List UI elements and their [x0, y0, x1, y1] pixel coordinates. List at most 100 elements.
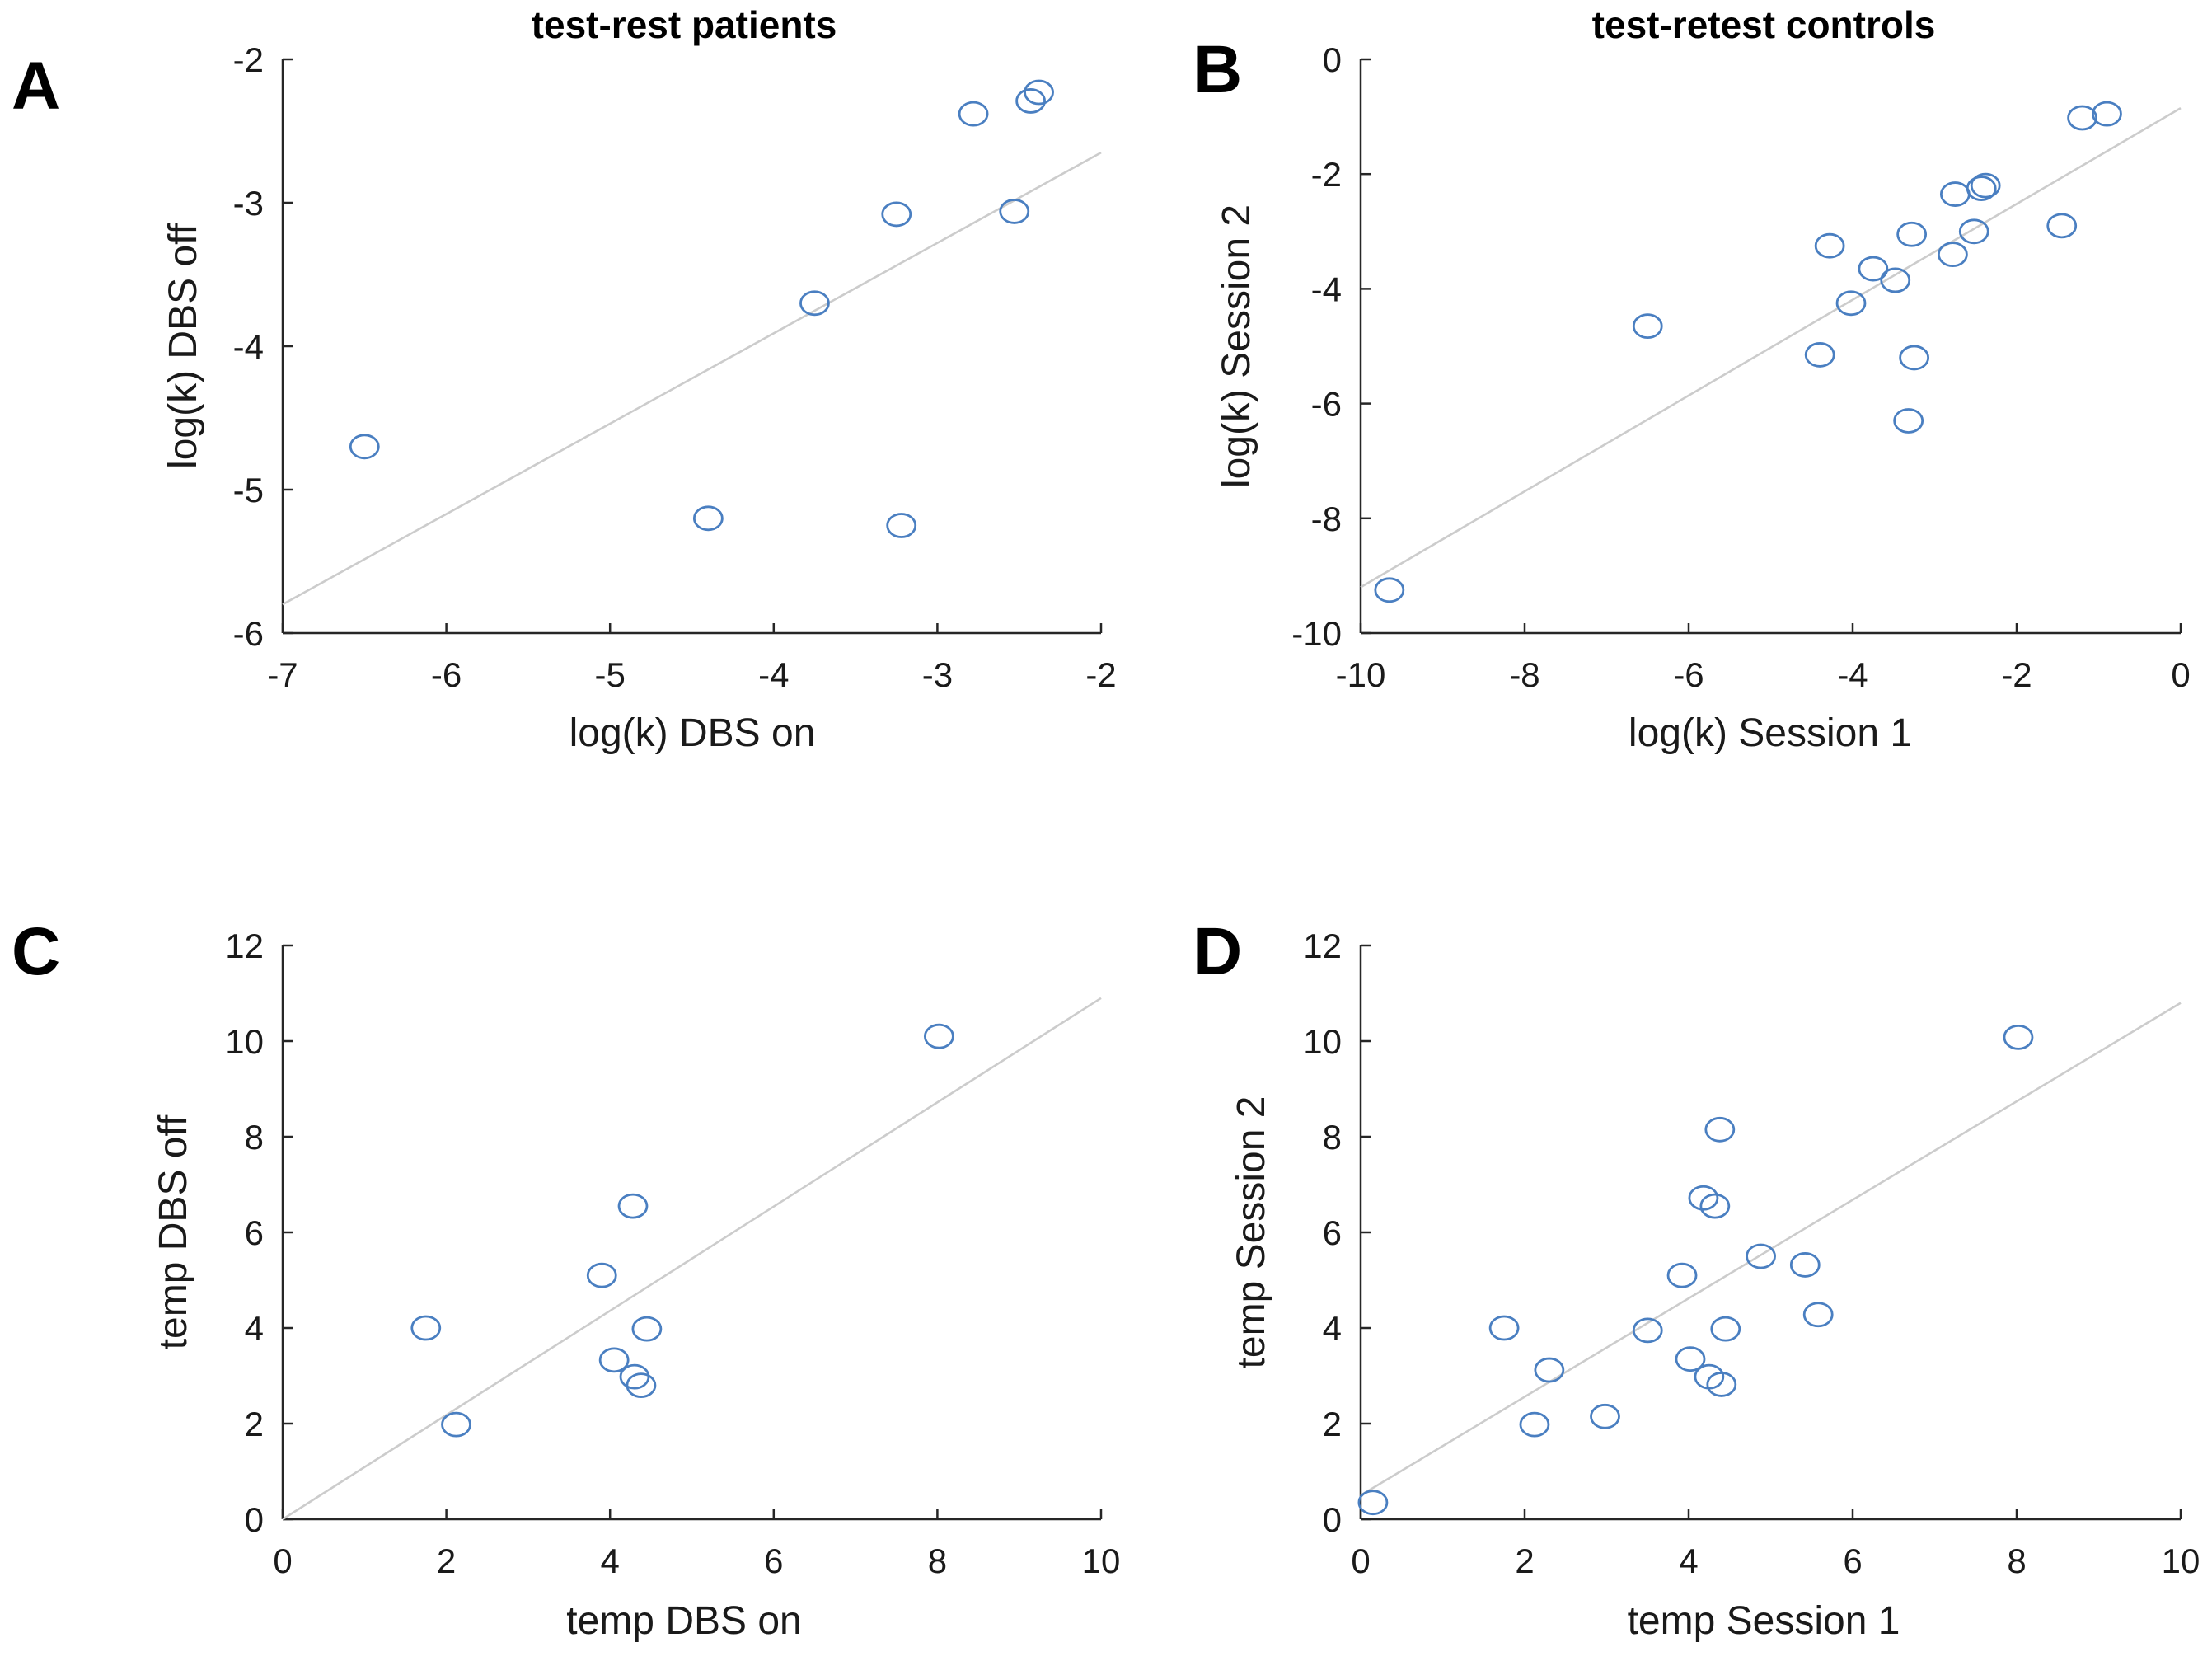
panel-c-x-tick-label: 8 [928, 1541, 947, 1580]
panel-b-points [1374, 101, 2122, 603]
panel-a-y-tick-label: -4 [233, 327, 264, 366]
panel-b-data-point [1880, 267, 1911, 293]
panel-b-y-tick-label: -10 [1291, 614, 1342, 653]
panel-c-fit-line [282, 997, 1102, 1521]
panel-b-data-point [1893, 408, 1924, 434]
panel-b-data-point [2092, 101, 2122, 127]
panel-letter-a: A [12, 49, 60, 124]
panel-c-data-point [923, 1023, 954, 1049]
panel-a: A test-rest patients -7 -6 -5 -4 -3 -2 -… [12, 3, 1117, 755]
panel-b-data-point [1939, 181, 1971, 207]
panel-d-data-point [1590, 1403, 1620, 1429]
panel-c-x-ticks: 0 2 4 6 8 10 [273, 1509, 1120, 1580]
panel-d-data-point [1675, 1346, 1706, 1372]
panel-d-x-tick-label: 2 [1515, 1541, 1534, 1580]
panel-b-y-tick-label: -2 [1311, 155, 1342, 194]
panel-a-x-tick-label: -3 [922, 655, 953, 694]
panel-a-y-tick-label: -5 [233, 471, 264, 509]
panel-a-data-point [999, 199, 1030, 224]
panel-b-data-point [1858, 256, 1889, 282]
panel-letter-c: C [12, 914, 60, 989]
panel-d-x-ticks: 0 2 4 6 8 10 [1351, 1509, 2200, 1580]
panel-c-data-point [441, 1411, 471, 1438]
panel-d-y-tick-label: 8 [1323, 1118, 1342, 1157]
panel-c-data-point [619, 1363, 650, 1390]
panel-c-x-tick-label: 6 [764, 1541, 783, 1580]
panel-b-x-tick-label: -8 [1509, 655, 1539, 694]
panel-a-y-tick-label: -3 [233, 184, 264, 223]
panel-d-x-axis-label: temp Session 1 [1628, 1599, 1900, 1643]
panel-b-data-point [2046, 213, 2078, 239]
panel-c-data-point [410, 1315, 442, 1341]
panel-b-fit-line [1360, 107, 2182, 589]
panel-d-x-tick-label: 4 [1679, 1541, 1698, 1580]
panel-a-x-tick-label: -4 [758, 655, 789, 694]
panel-c-x-tick-label: 4 [601, 1541, 620, 1580]
panel-letter-d: D [1193, 914, 1242, 989]
panel-b-data-point [2067, 105, 2098, 131]
panel-b-data-point [1632, 313, 1663, 340]
panel-a-x-tick-label: -7 [267, 655, 298, 694]
panel-b-data-point [1374, 577, 1405, 603]
panel-a-data-point [692, 505, 724, 532]
panel-b-x-tick-label: -4 [1837, 655, 1868, 694]
panel-b-x-tick-label: -10 [1336, 655, 1386, 694]
panel-b-x-tick-label: -2 [2001, 655, 2032, 694]
panel-b-x-tick-label: 0 [2171, 655, 2190, 694]
panel-a-y-ticks: -6 -5 -4 -3 -2 [233, 40, 293, 653]
panel-d-y-tick-label: 6 [1323, 1213, 1342, 1252]
panel-a-data-point [1024, 79, 1054, 106]
panel-a-y-tick-label: -6 [233, 614, 264, 653]
panel-b-data-point [1966, 176, 1997, 202]
panel-c-x-tick-label: 2 [437, 1541, 456, 1580]
panel-a-x-axis-label: log(k) DBS on [569, 711, 816, 755]
panel-c-points [410, 1023, 954, 1438]
panel-c-y-tick-label: 0 [245, 1500, 264, 1539]
panel-b-y-tick-label: 0 [1323, 40, 1342, 79]
panel-a-x-tick-label: -5 [595, 655, 626, 694]
panel-a-fit-line [282, 151, 1102, 606]
panel-d-y-ticks: 0 2 4 6 8 10 12 [1303, 927, 1371, 1539]
panel-b-data-point [1937, 242, 1968, 268]
panel-c-y-tick-label: 10 [225, 1022, 264, 1061]
panel-c-y-axis-label: temp DBS off [152, 1114, 195, 1349]
panel-d-x-tick-label: 10 [2162, 1541, 2200, 1580]
panel-d-data-point [2003, 1024, 2034, 1050]
panel-a-data-point [886, 513, 917, 538]
panel-b-x-axis-label: log(k) Session 1 [1629, 711, 1912, 755]
panel-a-y-tick-label: -2 [233, 40, 264, 79]
panel-c-y-ticks: 0 2 4 6 8 10 12 [225, 927, 293, 1539]
panel-a-data-point [958, 101, 989, 127]
panel-b-data-point [1896, 221, 1928, 247]
panel-d-data-point [1632, 1317, 1663, 1344]
panel-c-y-tick-label: 2 [245, 1405, 264, 1443]
panel-a-points [349, 79, 1054, 538]
panel-d-data-point [1488, 1315, 1520, 1341]
panel-c-x-axis-label: temp DBS on [566, 1599, 801, 1643]
panel-c-data-point [626, 1372, 657, 1398]
panel-a-title: test-rest patients [532, 3, 837, 46]
panel-d: D 0 2 4 6 8 10 0 2 4 6 [1193, 914, 2200, 1643]
panel-b: B test-retest controls -10 -8 -6 -4 -2 0… [1193, 3, 2191, 755]
panel-d-data-point [1710, 1316, 1741, 1342]
panel-d-x-tick-label: 0 [1351, 1541, 1370, 1580]
panel-a-x-tick-label: -2 [1085, 655, 1116, 694]
panel-d-data-point [1706, 1372, 1737, 1397]
panel-b-data-point [1899, 345, 1930, 371]
panel-a-y-axis-label: log(k) DBS off [162, 223, 205, 469]
panel-d-y-tick-label: 0 [1323, 1500, 1342, 1539]
panel-c-data-point [598, 1347, 630, 1373]
panel-d-y-tick-label: 2 [1323, 1405, 1342, 1443]
panel-d-data-point [1704, 1116, 1736, 1143]
panel-c-y-tick-label: 12 [225, 927, 264, 965]
panel-d-y-tick-label: 4 [1323, 1309, 1342, 1348]
panel-d-data-point [1694, 1363, 1725, 1390]
panel-d-data-point [1688, 1185, 1719, 1211]
panel-b-y-axis-label: log(k) Session 2 [1215, 204, 1258, 488]
panel-b-y-ticks: -10 -8 -6 -4 -2 0 [1291, 40, 1371, 653]
panel-letter-b: B [1193, 32, 1242, 107]
panel-c-x-tick-label: 0 [273, 1541, 292, 1580]
panel-d-x-tick-label: 6 [1843, 1541, 1862, 1580]
panel-d-data-point [1746, 1243, 1776, 1269]
panel-c-y-tick-label: 6 [245, 1213, 264, 1252]
